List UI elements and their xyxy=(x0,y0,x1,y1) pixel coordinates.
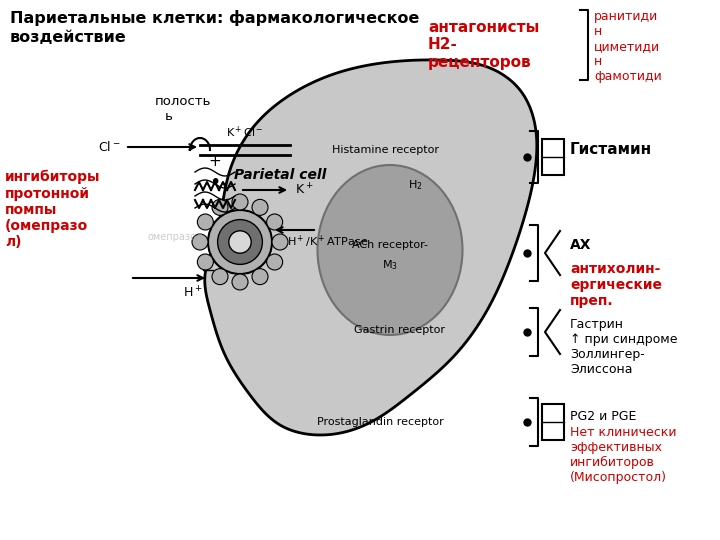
Polygon shape xyxy=(204,60,537,435)
Text: Gastrin receptor: Gastrin receptor xyxy=(354,325,446,335)
Text: антагонисты
Н2-
рецепторов: антагонисты Н2- рецепторов xyxy=(428,20,539,70)
Text: ↑ при синдроме
Золлингер-
Элиссона: ↑ при синдроме Золлингер- Элиссона xyxy=(570,333,678,376)
Text: АХ: АХ xyxy=(570,238,592,252)
Text: ь: ь xyxy=(165,110,173,123)
Circle shape xyxy=(229,231,251,253)
Circle shape xyxy=(232,274,248,290)
Text: Париетальные клетки: фармакологическое
воздействие: Париетальные клетки: фармакологическое в… xyxy=(10,10,419,45)
Circle shape xyxy=(197,214,213,230)
Circle shape xyxy=(232,194,248,210)
Text: омепразол: омепразол xyxy=(148,232,203,242)
Text: M$_3$: M$_3$ xyxy=(382,258,398,272)
Text: ACh receptor-: ACh receptor- xyxy=(352,240,428,250)
Circle shape xyxy=(208,210,272,274)
FancyBboxPatch shape xyxy=(542,139,564,175)
Text: Parietal cell: Parietal cell xyxy=(234,168,326,182)
Circle shape xyxy=(197,254,213,270)
Circle shape xyxy=(252,199,268,215)
Circle shape xyxy=(272,234,288,250)
Text: антихолин-
ергические
преп.: антихолин- ергические преп. xyxy=(570,262,662,308)
Text: Cl$^-$: Cl$^-$ xyxy=(98,140,120,154)
Text: H$^+$/K$^+$ATPase: H$^+$/K$^+$ATPase xyxy=(287,234,369,250)
Circle shape xyxy=(266,254,283,270)
Text: полость: полость xyxy=(155,95,212,108)
Text: Prostaglandin receptor: Prostaglandin receptor xyxy=(317,417,444,427)
Text: Гастрин: Гастрин xyxy=(570,318,624,331)
Text: •: • xyxy=(210,172,221,192)
Circle shape xyxy=(217,220,262,265)
Text: H$_2$: H$_2$ xyxy=(408,178,423,192)
Text: Гистамин: Гистамин xyxy=(570,143,652,158)
Text: K$^+$: K$^+$ xyxy=(295,183,313,198)
Circle shape xyxy=(192,234,208,250)
FancyBboxPatch shape xyxy=(542,404,564,440)
Circle shape xyxy=(266,214,283,230)
Text: +: + xyxy=(209,154,221,170)
Text: ингибиторы
протонной
помпы
(омепразо
л): ингибиторы протонной помпы (омепразо л) xyxy=(5,170,101,249)
Circle shape xyxy=(212,268,228,285)
Text: PG2 и PGE: PG2 и PGE xyxy=(570,410,636,423)
Text: Нет клинически
эффективных
ингибиторов
(Мисопростол): Нет клинически эффективных ингибиторов (… xyxy=(570,426,677,484)
Text: H$^+$: H$^+$ xyxy=(184,285,203,300)
Text: Histamine receptor: Histamine receptor xyxy=(331,145,438,155)
Circle shape xyxy=(212,199,228,215)
Ellipse shape xyxy=(318,165,462,335)
Text: ранитиди
н
циметиди
н
фамотиди: ранитиди н циметиди н фамотиди xyxy=(594,10,662,83)
Text: K$^+$Cl$^-$: K$^+$Cl$^-$ xyxy=(226,125,264,140)
Circle shape xyxy=(252,268,268,285)
